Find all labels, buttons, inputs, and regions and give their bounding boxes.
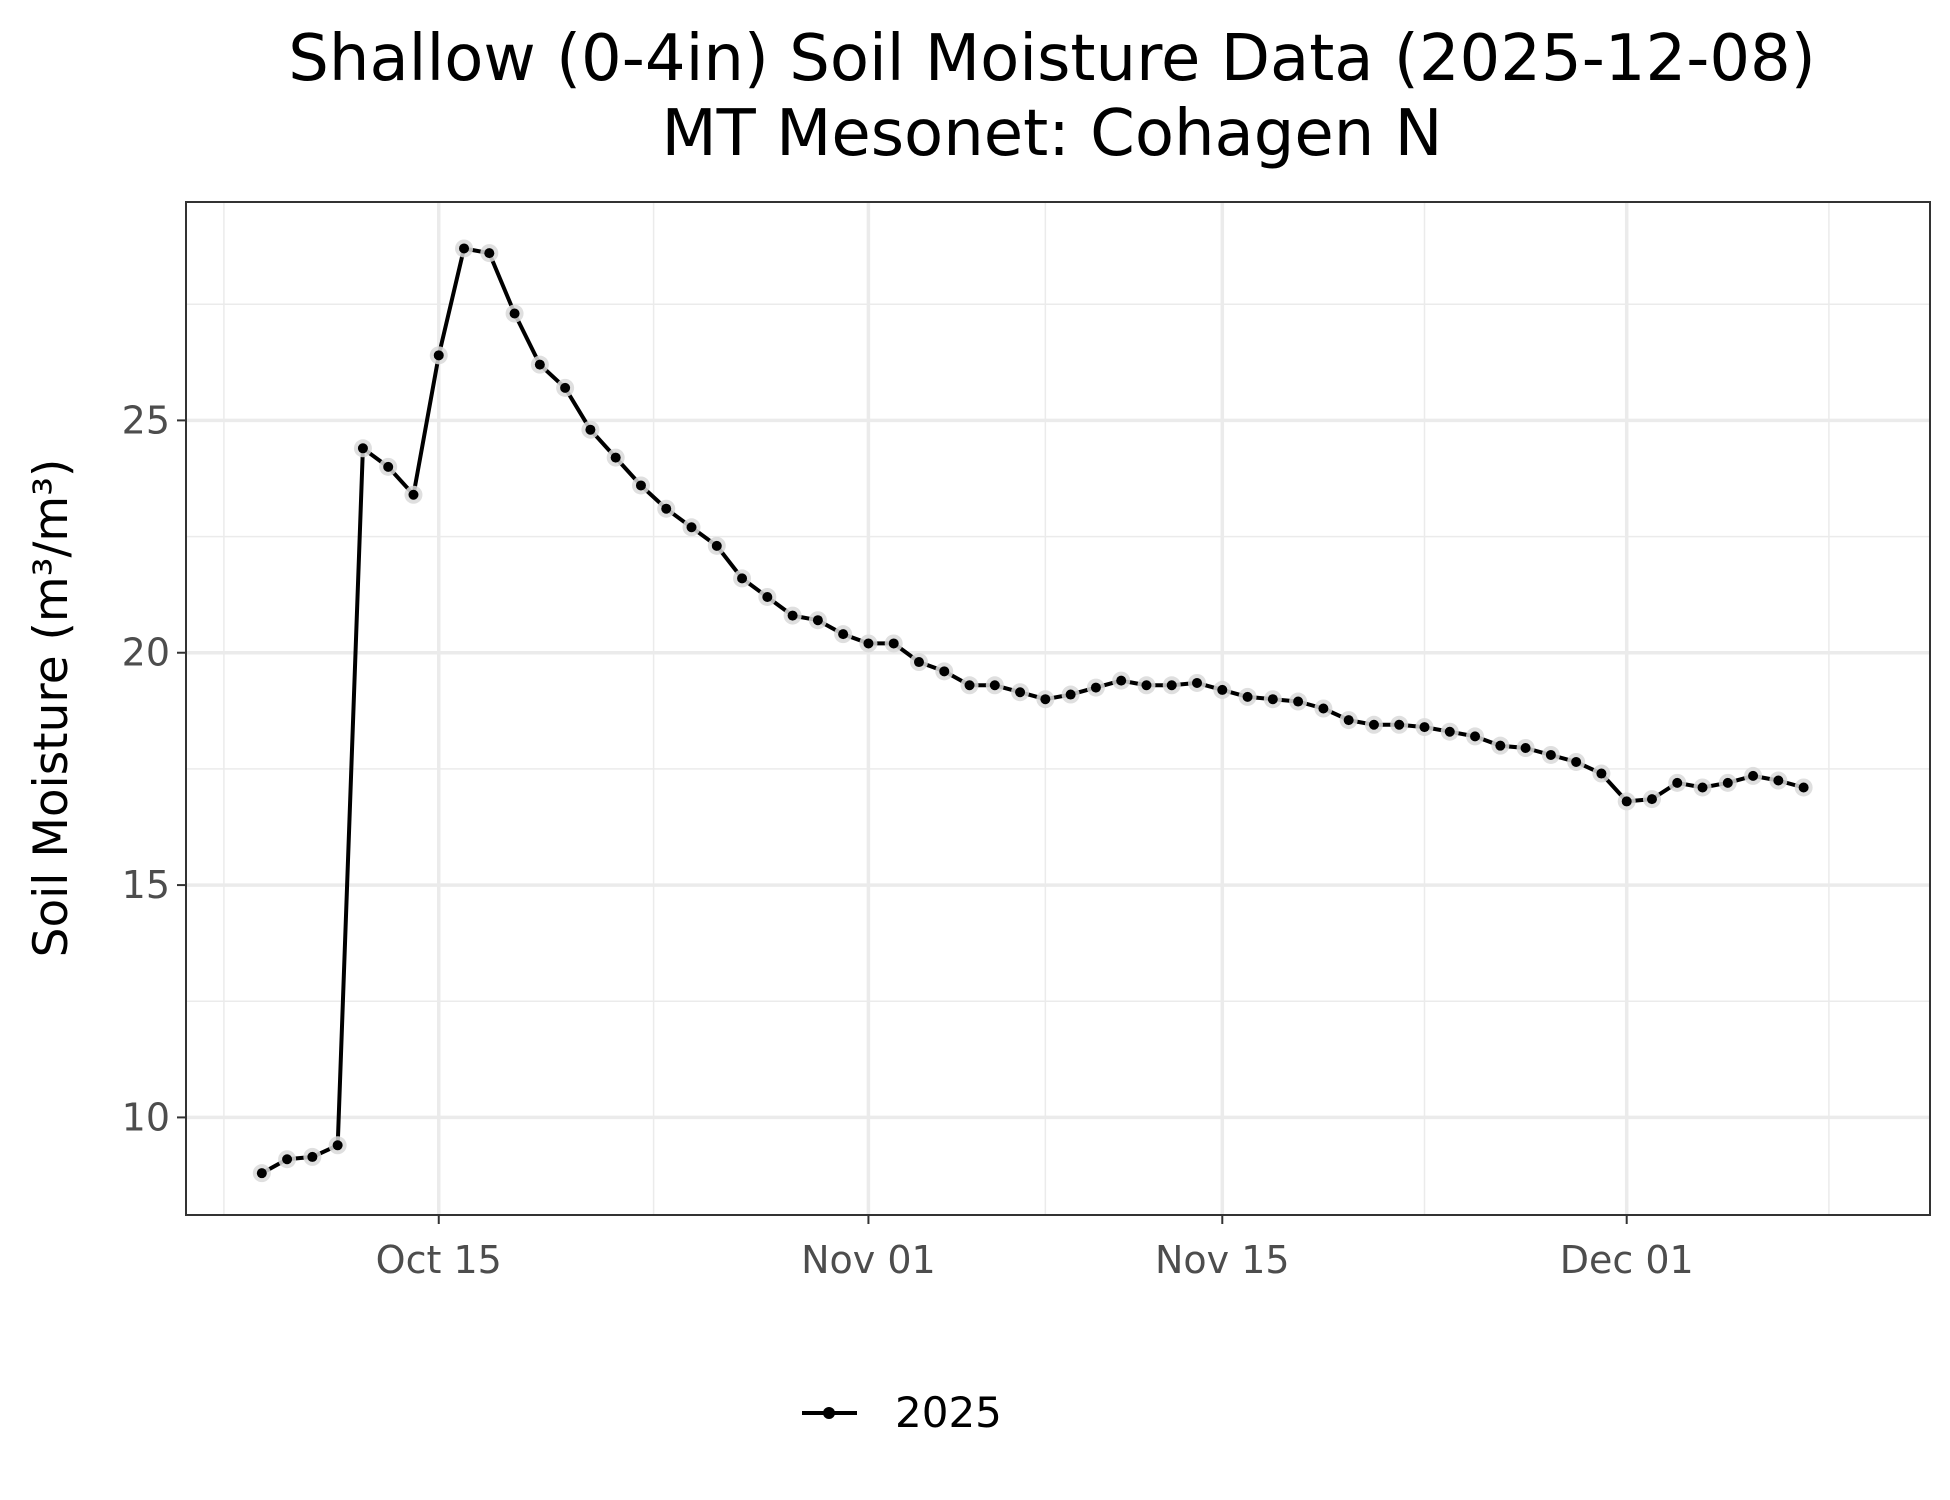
data-point <box>661 503 672 514</box>
data-point <box>812 615 823 626</box>
data-point <box>1697 782 1708 793</box>
data-point <box>1141 680 1152 691</box>
data-point <box>1293 696 1304 707</box>
data-point <box>762 591 773 602</box>
plot-border <box>185 201 1931 1216</box>
data-point <box>534 359 545 370</box>
y-tick-label: 10 <box>122 1095 170 1139</box>
data-point <box>459 243 470 254</box>
y-tick-label: 20 <box>122 631 170 675</box>
data-point <box>939 666 950 677</box>
data-point <box>408 489 419 500</box>
data-point <box>484 248 495 259</box>
x-tick-label: Nov 01 <box>801 1238 936 1282</box>
data-point <box>1646 794 1657 805</box>
data-point <box>964 680 975 691</box>
data-point <box>1116 675 1127 686</box>
legend-key-point <box>823 1407 835 1419</box>
x-tick-label: Oct 15 <box>376 1238 502 1282</box>
data-point <box>256 1168 267 1179</box>
y-tick-label: 15 <box>122 863 170 907</box>
chart-subtitle: MT Mesonet: Cohagen N <box>661 97 1442 171</box>
data-point <box>989 680 1000 691</box>
data-point <box>863 638 874 649</box>
data-point <box>1267 694 1278 705</box>
series-layer <box>252 239 1813 1183</box>
data-point <box>282 1154 293 1165</box>
data-point <box>1621 796 1632 807</box>
data-point <box>1368 719 1379 730</box>
data-point <box>509 308 520 319</box>
x-tick-label: Nov 15 <box>1155 1238 1290 1282</box>
legend: 2025 <box>802 1388 1002 1437</box>
data-point <box>357 443 368 454</box>
plot-background <box>186 202 1930 1215</box>
data-point <box>1596 768 1607 779</box>
data-point <box>1090 682 1101 693</box>
y-tick-label: 25 <box>122 398 170 442</box>
grid-major <box>186 202 1930 1215</box>
data-point <box>1065 689 1076 700</box>
data-point <box>1192 677 1203 688</box>
data-point <box>1040 694 1051 705</box>
data-point <box>1798 782 1809 793</box>
data-point <box>1394 719 1405 730</box>
data-point <box>635 480 646 491</box>
data-point <box>1318 703 1329 714</box>
data-point <box>1166 680 1177 691</box>
data-point <box>913 657 924 668</box>
x-axis-ticks: Oct 15 Nov 01 Nov 15 Dec 01 <box>376 1215 1694 1282</box>
data-point <box>307 1151 318 1162</box>
chart-title: Shallow (0-4in) Soil Moisture Data (2025… <box>288 22 1815 96</box>
grid-minor <box>186 202 1930 1215</box>
data-point <box>433 350 444 361</box>
x-tick-label: Dec 01 <box>1560 1238 1694 1282</box>
data-point <box>610 452 621 463</box>
data-point <box>1419 722 1430 733</box>
data-point <box>888 638 899 649</box>
data-point <box>1015 687 1026 698</box>
y-axis-title: Soil Moisture (m³/m³) <box>24 459 79 958</box>
data-point <box>332 1140 343 1151</box>
y-axis-ticks: 10 15 20 25 <box>122 398 186 1139</box>
data-point <box>1722 777 1733 788</box>
data-point <box>1217 684 1228 695</box>
data-point <box>686 522 697 533</box>
data-point <box>1470 731 1481 742</box>
data-point <box>1520 742 1531 753</box>
data-point <box>737 573 748 584</box>
data-point <box>838 629 849 640</box>
data-point <box>585 424 596 435</box>
data-point <box>1242 691 1253 702</box>
data-point <box>1773 775 1784 786</box>
legend-label-2025: 2025 <box>895 1388 1002 1437</box>
data-point <box>1343 715 1354 726</box>
data-point <box>1571 756 1582 767</box>
data-point <box>1748 770 1759 781</box>
data-point <box>1444 726 1455 737</box>
data-point <box>1495 740 1506 751</box>
data-point <box>1672 777 1683 788</box>
data-point <box>383 461 394 472</box>
data-point <box>1545 749 1556 760</box>
data-point <box>711 540 722 551</box>
data-point <box>560 382 571 393</box>
data-point <box>787 610 798 621</box>
